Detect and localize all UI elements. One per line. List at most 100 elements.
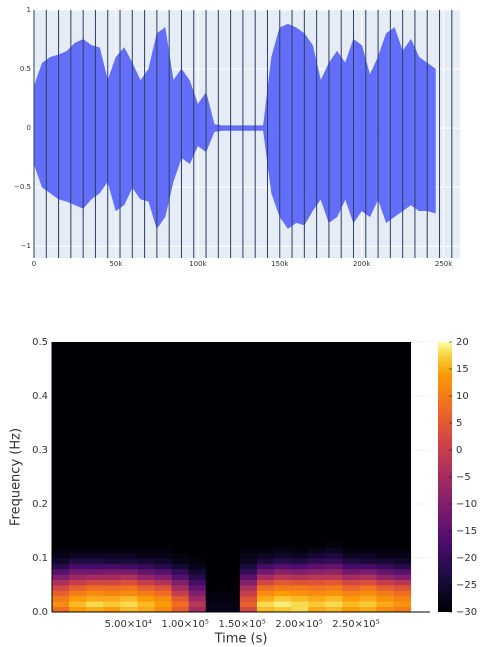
heatmap-cell [359,552,377,559]
heatmap-cell [393,563,412,570]
heatmap-cell [376,342,394,543]
heatmap-cell [239,541,258,548]
heatmap-cell [239,585,258,591]
heatmap-cell [308,342,326,543]
heatmap-cell [205,585,224,591]
heatmap-cell [274,547,292,553]
heatmap-cell [137,552,155,559]
heatmap-cell [222,558,241,564]
heatmap-cell [376,547,394,553]
heatmap-cell [86,579,104,586]
heatmap-cell [188,601,207,607]
heatmap-cell [120,552,138,559]
heatmap-cell [69,342,87,543]
heatmap-cell [52,541,70,548]
y-tick-label: 0 [27,124,31,132]
heatmap-cell [69,563,87,570]
heatmap-cell [274,563,292,570]
heatmap-cell [137,590,155,597]
heatmap-cell [120,585,138,591]
heatmap-cell [274,574,292,580]
heatmap-cell [154,552,172,559]
heatmap-cell [256,579,275,586]
heatmap-cell [256,590,275,597]
x-tick-label: 1.50×10⁵ [218,619,265,630]
heatmap-cell [188,342,207,543]
heatmap-cell [205,595,224,602]
y-tick-label: 0.3 [32,445,48,456]
y-tick-label: 0.5 [32,337,48,348]
heatmap-cell [120,568,138,575]
heatmap-cell [69,558,87,564]
y-tick-label: −0.5 [14,183,31,191]
heatmap-cell [291,590,309,597]
heatmap-cell [171,595,190,602]
heatmap-cell [222,547,241,553]
heatmap-cell [393,547,412,553]
heatmap-cell [239,547,258,553]
heatmap-cell [308,601,326,607]
colorbar-tick-label: −10 [456,499,477,510]
heatmap-cell [205,590,224,597]
heatmap-cell [256,342,275,543]
heatmap-cell [188,568,207,575]
heatmap-cell [69,574,87,580]
heatmap-cell [52,574,70,580]
heatmap-cell [188,547,207,553]
heatmap-cell [222,579,241,586]
heatmap-cell [325,606,343,613]
heatmap-cell [325,547,343,553]
heatmap-cell [120,579,138,586]
heatmap-cell [171,574,190,580]
heatmap-cell [188,579,207,586]
heatmap-cell [137,595,155,602]
heatmap-cell [103,558,121,564]
heatmap-cell [359,342,377,543]
heatmap-cell [171,541,190,548]
heatmap-cell [188,590,207,597]
heatmap-cell [222,590,241,597]
heatmap-cell [205,547,224,553]
heatmap-cell [274,342,292,543]
heatmap-cell [222,601,241,607]
heatmap-cell [120,590,138,597]
heatmap-cell [69,590,87,597]
heatmap-cell [69,568,87,575]
heatmap-cell [222,563,241,570]
heatmap-cell [325,552,343,559]
heatmap-cell [205,574,224,580]
heatmap-cell [188,595,207,602]
heatmap-cell [222,595,241,602]
heatmap-cell [376,568,394,575]
heatmap-cell [376,541,394,548]
heatmap-cell [291,568,309,575]
heatmap-cell [393,601,412,607]
heatmap-cell [325,342,343,543]
heatmap-cell [154,541,172,548]
heatmap-cell [103,574,121,580]
heatmap-cell [376,563,394,570]
heatmap-cell [86,595,104,602]
heatmap-cell [342,558,360,564]
heatmap-cell [188,558,207,564]
heatmap-cell [274,606,292,613]
heatmap-cell [222,541,241,548]
heatmap-cell [274,558,292,564]
heatmap-cell [256,558,275,564]
heatmap-cell [103,601,121,607]
heatmap-cell [393,552,412,559]
heatmap-cell [393,585,412,591]
heatmap-cell [239,590,258,597]
heatmap-cell [137,574,155,580]
heatmap-cell [376,579,394,586]
heatmap-cell [205,579,224,586]
heatmap-cell [52,568,70,575]
heatmap-cell [359,601,377,607]
heatmap-cell [308,547,326,553]
y-tick-label: −1 [21,242,31,250]
heatmap-cell [103,606,121,613]
heatmap-cell [86,563,104,570]
heatmap-cell [342,547,360,553]
heatmap-cell [222,552,241,559]
heatmap-cell [137,585,155,591]
